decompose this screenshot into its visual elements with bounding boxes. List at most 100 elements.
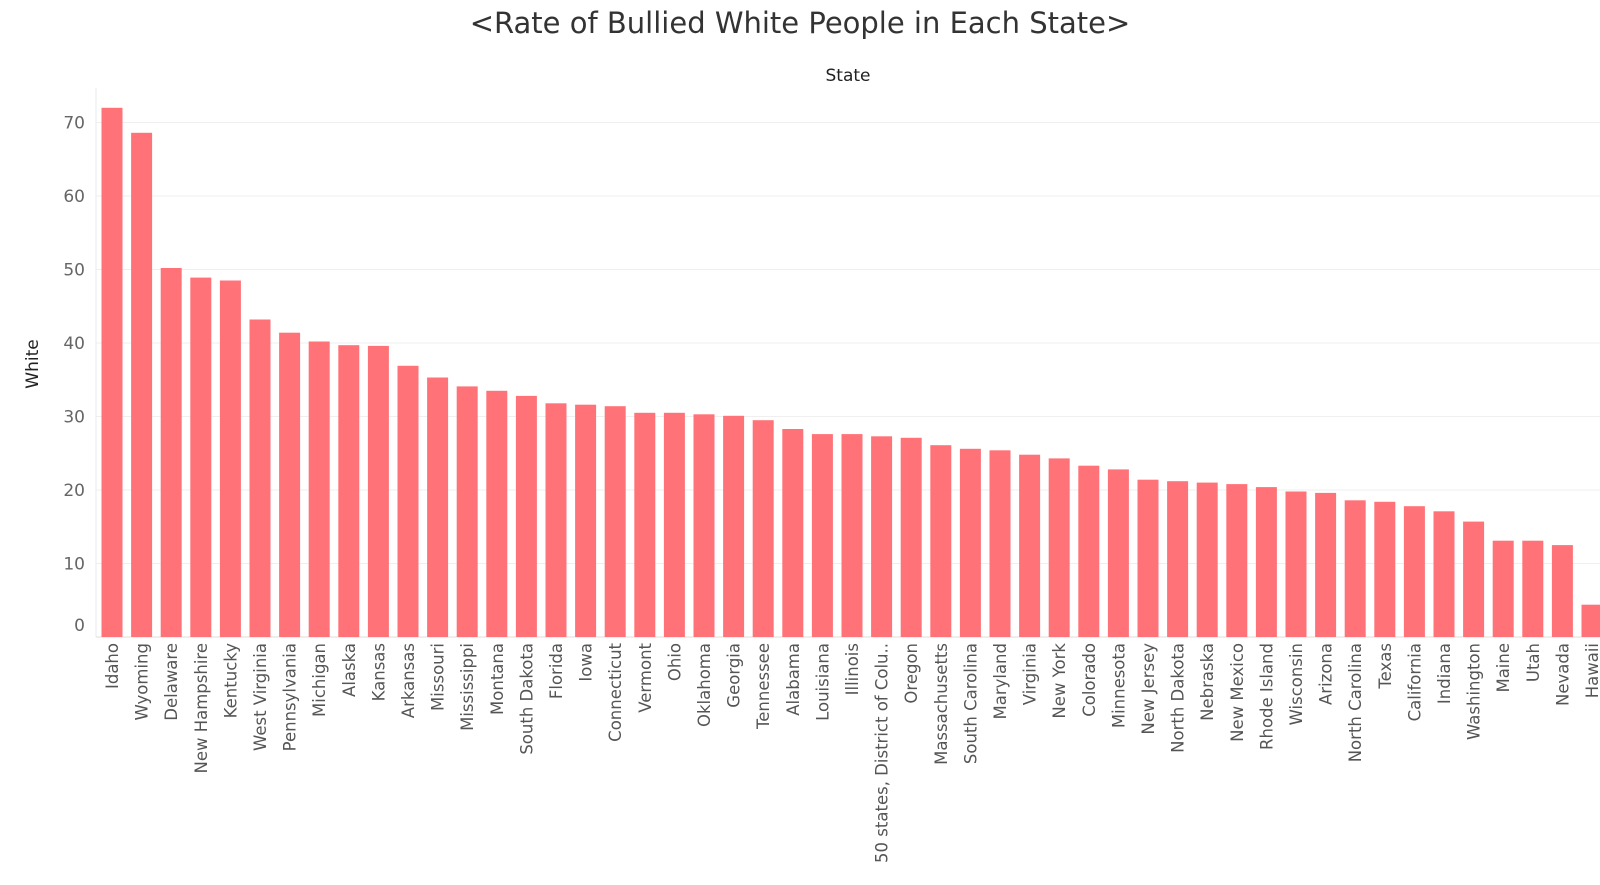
bar[interactable]: [634, 412, 656, 637]
bar[interactable]: [1196, 482, 1218, 637]
bar[interactable]: [486, 390, 508, 637]
y-axis-ticks: 0 10 20 30 40 50 60 70: [63, 114, 85, 637]
x-category-label: Maryland: [991, 643, 1010, 720]
x-category-label: Wisconsin: [1287, 643, 1306, 725]
x-category-label: North Carolina: [1346, 643, 1365, 762]
bar[interactable]: [1463, 521, 1485, 637]
x-category-label: North Dakota: [1169, 643, 1188, 753]
x-category-label: Missouri: [429, 643, 448, 711]
y-tick-label: 0: [74, 616, 85, 636]
bar[interactable]: [1492, 540, 1514, 637]
y-axis-title: White: [23, 339, 43, 388]
x-category-label: Delaware: [162, 643, 181, 721]
x-category-label: Ohio: [665, 643, 684, 681]
bar[interactable]: [1374, 501, 1396, 637]
x-category-label: New Mexico: [1228, 643, 1247, 742]
x-category-label: Rhode Island: [1257, 643, 1276, 750]
y-tick-label: 20: [63, 481, 85, 501]
x-axis-title: State: [826, 66, 871, 86]
chart-title: <Rate of Bullied White People in Each St…: [469, 6, 1131, 40]
bar[interactable]: [1551, 545, 1573, 637]
bar[interactable]: [723, 415, 745, 637]
bar[interactable]: [131, 132, 153, 638]
x-category-label: Tennessee: [754, 643, 773, 730]
bar[interactable]: [1255, 487, 1277, 637]
bar[interactable]: [811, 434, 833, 637]
x-category-label: Texas: [1376, 643, 1395, 690]
x-category-label: New Jersey: [1139, 643, 1158, 735]
x-category-label: Louisiana: [813, 643, 832, 721]
bar[interactable]: [427, 377, 449, 638]
bar[interactable]: [1078, 465, 1100, 637]
bar[interactable]: [1107, 469, 1129, 637]
bar[interactable]: [515, 395, 537, 637]
bar[interactable]: [752, 420, 774, 637]
bar[interactable]: [101, 107, 123, 638]
x-category-label: 50 states, District of Colu..: [873, 643, 892, 863]
bar[interactable]: [1137, 479, 1159, 637]
bar[interactable]: [456, 386, 478, 637]
bar[interactable]: [1226, 484, 1248, 637]
x-category-label: Alaska: [340, 643, 359, 697]
bar[interactable]: [604, 406, 626, 637]
bar[interactable]: [782, 429, 804, 637]
bar[interactable]: [1522, 540, 1544, 637]
bar[interactable]: [308, 341, 330, 638]
x-category-label: Indiana: [1435, 643, 1454, 704]
x-category-label: West Virginia: [251, 643, 270, 751]
bar[interactable]: [397, 365, 419, 637]
x-category-label: Nebraska: [1198, 643, 1217, 721]
bar[interactable]: [989, 450, 1011, 637]
x-category-label: Minnesota: [1109, 643, 1128, 728]
y-tick-label: 30: [63, 408, 85, 428]
bar[interactable]: [841, 434, 863, 637]
bar[interactable]: [663, 412, 685, 637]
bar[interactable]: [693, 414, 715, 637]
bar[interactable]: [1344, 500, 1366, 637]
bar[interactable]: [279, 332, 301, 637]
bar[interactable]: [1167, 481, 1189, 637]
x-category-label: Hawaii: [1583, 643, 1600, 698]
bar[interactable]: [249, 319, 271, 638]
bar[interactable]: [1285, 491, 1307, 638]
x-category-label: Arkansas: [399, 643, 418, 718]
bar[interactable]: [575, 404, 597, 637]
bar[interactable]: [1019, 454, 1041, 637]
x-axis-category-labels: Idaho Wyoming Delaware New Hampshire Kentuck…: [103, 642, 1600, 862]
x-category-label: New Hampshire: [192, 643, 211, 774]
bars: [101, 107, 1600, 638]
x-category-label: Oregon: [902, 643, 921, 704]
bar[interactable]: [338, 345, 360, 637]
y-tick-label: 60: [63, 187, 85, 207]
bar[interactable]: [219, 280, 241, 638]
x-category-label: Kansas: [369, 643, 388, 701]
x-category-label: New York: [1050, 643, 1069, 719]
bar[interactable]: [959, 448, 981, 637]
x-category-label: Nevada: [1553, 643, 1572, 706]
x-category-label: Illinois: [843, 643, 862, 695]
y-tick-label: 50: [63, 261, 85, 281]
bar[interactable]: [871, 436, 893, 637]
bar[interactable]: [1048, 458, 1070, 637]
x-category-label: California: [1405, 643, 1424, 721]
x-category-label: Oklahoma: [695, 643, 714, 727]
x-category-label: Maine: [1494, 643, 1513, 693]
bar[interactable]: [160, 268, 182, 637]
bar[interactable]: [367, 345, 389, 637]
x-category-label: Montana: [488, 643, 507, 715]
bar[interactable]: [1315, 492, 1337, 637]
x-category-label: Colorado: [1080, 643, 1099, 717]
bar[interactable]: [900, 437, 922, 637]
x-category-label: Connecticut: [606, 642, 625, 741]
x-category-label: Kentucky: [221, 643, 240, 719]
x-category-label: Michigan: [310, 643, 329, 717]
bar[interactable]: [190, 277, 212, 637]
x-category-label: Vermont: [636, 642, 655, 712]
bar[interactable]: [1403, 506, 1425, 637]
x-category-label: Iowa: [577, 643, 596, 682]
bar[interactable]: [930, 445, 952, 637]
bar[interactable]: [1581, 604, 1600, 637]
bar[interactable]: [1433, 511, 1455, 637]
bar[interactable]: [545, 403, 567, 637]
